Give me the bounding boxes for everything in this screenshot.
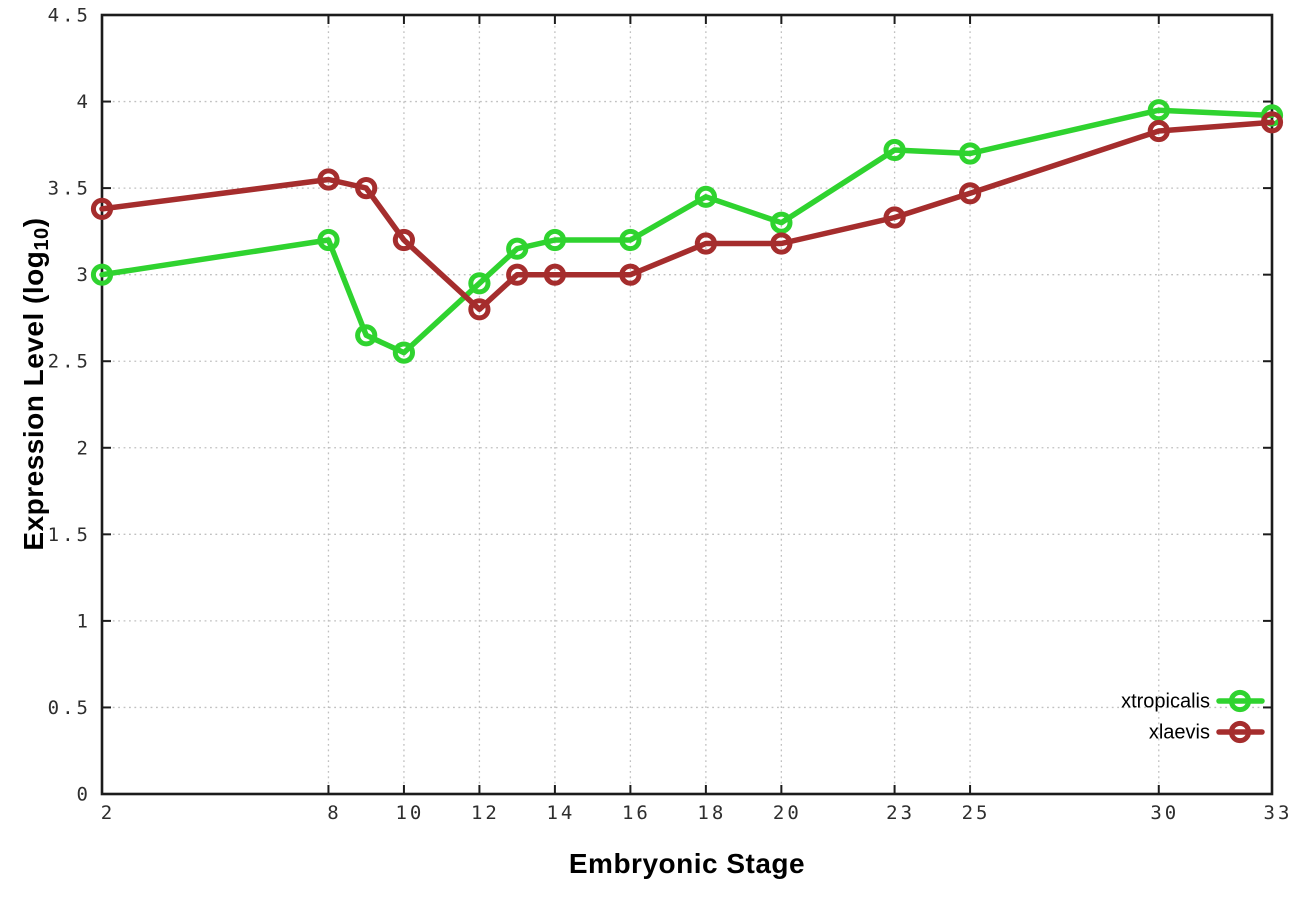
data-point-xtropicalis <box>468 272 491 295</box>
y-tick-label: 3 <box>77 264 91 286</box>
y-axis-title-suffix: ) <box>18 217 49 228</box>
legend-label-xlaevis: xlaevis <box>1149 722 1210 744</box>
legend-marker-xtropicalis <box>1228 689 1252 713</box>
y-axis-title-subscript: 10 <box>31 227 54 251</box>
x-tick-labels: 2 8 10 12 14 16 18 20 23 25 30 33 <box>101 802 1293 824</box>
data-point-xlaevis <box>883 206 906 229</box>
data-point-xlaevis <box>506 263 529 286</box>
data-point-xlaevis <box>468 298 491 321</box>
data-point-xlaevis <box>770 232 793 255</box>
data-point-xtropicalis <box>1147 99 1170 122</box>
data-point-xtropicalis <box>883 138 906 162</box>
data-point-xtropicalis <box>770 211 793 234</box>
x-tick-label: 14 <box>546 802 575 824</box>
data-point-xtropicalis <box>355 324 378 347</box>
data-point-xtropicalis <box>90 263 114 286</box>
y-tick-label: 2.5 <box>48 351 91 373</box>
x-tick-label: 2 <box>101 802 115 824</box>
data-point-xtropicalis <box>317 228 340 252</box>
x-tick-label: 12 <box>471 802 500 824</box>
y-tick-label: 1.5 <box>48 524 91 546</box>
y-axis-title: Expression Level (log10) <box>18 217 54 551</box>
x-tick-label: 33 <box>1264 802 1293 824</box>
data-point-xtropicalis <box>392 341 415 364</box>
series-xtropicalis <box>90 99 1284 364</box>
legend-item-xlaevis: xlaevis <box>1149 720 1265 744</box>
data-point-xtropicalis <box>506 237 529 260</box>
data-point-xlaevis <box>392 228 415 252</box>
x-axis-title: Embryonic Stage <box>568 848 806 879</box>
data-point-xlaevis <box>694 232 718 255</box>
data-point-xtropicalis <box>694 185 718 208</box>
series-xlaevis <box>90 111 1284 321</box>
plot-border <box>100 13 1274 796</box>
y-tick-label: 2 <box>77 437 91 459</box>
data-point-xtropicalis <box>959 142 982 165</box>
data-point-xlaevis <box>90 197 114 220</box>
x-tick-label: 30 <box>1150 802 1179 824</box>
legend-marker-xlaevis <box>1228 720 1252 744</box>
x-tick-label: 18 <box>697 802 726 824</box>
y-axis-title-main: Expression Level (log <box>18 250 49 551</box>
series-line-xtropicalis <box>99 107 1275 356</box>
y-tick-label: 1 <box>77 610 91 632</box>
x-tick-label: 10 <box>395 802 424 824</box>
gridlines <box>102 15 1272 794</box>
data-point-xlaevis <box>959 182 982 205</box>
data-point-xlaevis <box>543 263 567 286</box>
x-tick-label: 20 <box>773 802 802 824</box>
legend-item-xtropicalis: xtropicalis <box>1121 689 1265 713</box>
y-tick-label: 3.5 <box>48 178 91 200</box>
legend: xtropicalis xlaevis <box>1121 689 1265 744</box>
y-tick-label: 0 <box>77 784 91 806</box>
data-point-xlaevis <box>619 263 642 286</box>
data-point-xlaevis <box>317 168 340 191</box>
x-tick-label: 16 <box>622 802 651 824</box>
y-tick-label: 4.5 <box>48 5 91 27</box>
y-tick-label: 0.5 <box>48 697 91 719</box>
data-point-xtropicalis <box>619 228 642 252</box>
data-point-xtropicalis <box>543 228 567 252</box>
tick-marks <box>101 14 1273 795</box>
y-tick-label: 4 <box>77 91 91 113</box>
data-point-xlaevis <box>1147 119 1170 143</box>
y-tick-labels: 0 0.5 1 1.5 2 2.5 3 3.5 4 4.5 <box>48 5 91 806</box>
series-line-xlaevis <box>99 119 1275 313</box>
legend-label-xtropicalis: xtropicalis <box>1121 691 1210 713</box>
x-tick-label: 25 <box>962 802 991 824</box>
data-point-xlaevis <box>355 177 378 200</box>
x-tick-label: 23 <box>886 802 915 824</box>
data-point-xlaevis <box>1260 111 1284 134</box>
x-tick-label: 8 <box>327 802 341 824</box>
